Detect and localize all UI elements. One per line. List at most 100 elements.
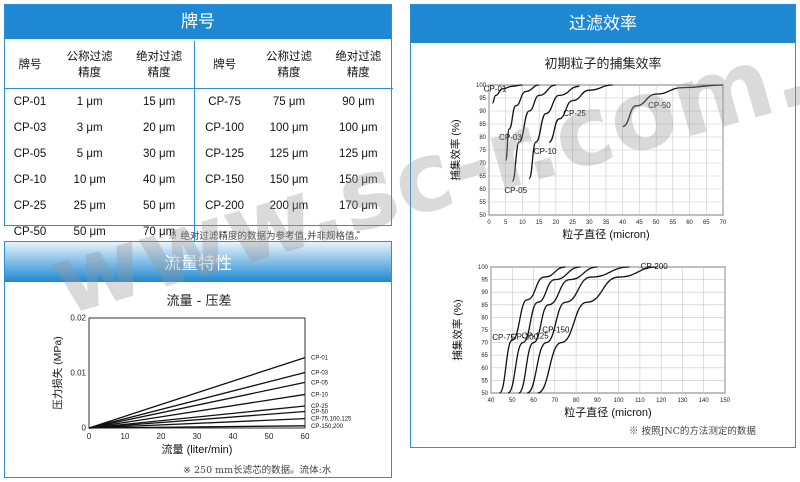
brand-table-cell: - — [287, 226, 291, 238]
brand-table-cell: CP-10 — [13, 174, 47, 186]
y-tick-label: 90 — [479, 109, 486, 115]
brand-table-cell: 125 μm — [269, 148, 309, 160]
efficiency-chart-title: 初期粒子的捕集效率 — [544, 57, 662, 72]
y-tick-label: 0.02 — [70, 314, 86, 323]
flow-chart-title: 流量 - 压差 — [166, 294, 232, 309]
y-tick-label: 55 — [481, 378, 488, 384]
brand-table-header: 牌号 公称过滤 精度 绝对过滤 精度 牌号 公称过滤 精度 绝对过滤 精度 — [5, 41, 393, 89]
series-line-cp-200 — [537, 266, 657, 394]
series-label: CP-01 — [484, 84, 507, 93]
series-label: CP-03 — [311, 370, 329, 376]
brand-table-cell: 3 μm — [76, 122, 103, 134]
y-tick-label: 65 — [479, 174, 486, 180]
brand-table-cell: 15 μm — [142, 96, 176, 108]
x-tick-label: 140 — [699, 398, 710, 404]
y-tick-label: 95 — [479, 96, 486, 102]
x-tick-label: 40 — [229, 432, 238, 441]
series-line-cp-150-200 — [88, 425, 306, 429]
brand-header-cell: 绝对过滤 精度 — [124, 41, 195, 89]
brand-table-row: CP-03 3 μm 20 μm CP-100 100 μm 100 μm — [5, 115, 393, 141]
y-tick-label: 60 — [481, 366, 488, 372]
y-tick-label: 50 — [479, 213, 486, 219]
x-tick-label: 130 — [677, 398, 688, 404]
brand-header-cell: 公称过滤 精度 — [54, 41, 125, 89]
brand-table-cell: 90 μm — [342, 96, 375, 108]
x-tick-label: 0 — [487, 220, 491, 226]
brand-header-cell: 牌号 — [5, 41, 55, 89]
brand-table-cell: CP-200 — [193, 193, 255, 219]
brand-table-cell: 125 μm — [339, 148, 378, 160]
x-tick-label: 10 — [121, 432, 130, 441]
brand-table-cell: CP-05 — [13, 148, 47, 160]
brand-table-cell: 30 μm — [142, 148, 176, 160]
efficiency-note: ※ 按照JNC的方法测定的数据 — [629, 426, 756, 437]
series-line-cp-125 — [518, 266, 598, 394]
flow-panel-title: 流量特性 — [5, 242, 391, 282]
series-line-cp-01 — [492, 84, 523, 104]
brand-note: ※ 绝对过滤精度的数据为参考值,并非规格值。 — [168, 231, 365, 242]
series-label: CP-150,200 — [311, 424, 344, 430]
brand-table-row: CP-10 10 μm 40 μm CP-150 150 μm 150 μm — [5, 167, 393, 193]
x-axis-label: 粒子直径 (micron) — [564, 405, 651, 419]
x-tick-label: 50 — [265, 432, 274, 441]
y-tick-label: 70 — [479, 161, 486, 167]
brand-table-row: CP-25 25 μm 50 μm CP-200 200 μm 170 μm — [5, 193, 393, 219]
y-tick-label: 75 — [481, 328, 488, 334]
efficiency-chart-small: 0 5 10 15 20 25 30 35 40 45 50 55 60 65 70 50 55 60 65 70 75… — [449, 83, 727, 241]
brand-table-cell: 200 μm — [269, 200, 309, 212]
series-line-cp-25 — [548, 84, 613, 143]
x-tick-label: 120 — [656, 398, 667, 404]
series-line-cp-75 — [498, 266, 566, 394]
brand-table-row: CP-50 50 μm 70 μm - - - — [5, 219, 393, 245]
brand-table-cell: - — [193, 219, 255, 245]
y-axis-label: 压力损失 (MPa) — [51, 336, 64, 410]
series-line-cp-100 — [507, 266, 581, 394]
x-tick-label: 20 — [157, 432, 166, 441]
y-axis-label: 捕集效率 (%) — [449, 119, 462, 180]
series-line-cp-25 — [88, 405, 306, 429]
brand-table-cell: 150 μm — [269, 174, 309, 186]
brand-table-cell: 100 μm — [339, 122, 378, 134]
brand-header-cell: 绝对过滤 精度 — [323, 41, 393, 89]
series-line-cp-75-100-125 — [88, 418, 306, 429]
x-tick-label: 70 — [720, 220, 727, 226]
brand-table-cell: 40 μm — [142, 174, 176, 186]
brand-table-cell: 75 μm — [272, 96, 306, 108]
brand-table-cell: 10 μm — [73, 174, 106, 186]
y-tick-label: 80 — [479, 135, 486, 141]
x-tick-label: 50 — [653, 220, 660, 226]
y-tick-label: 0 — [82, 424, 87, 433]
series-label: CP-75,100,125 — [311, 417, 352, 423]
y-tick-label: 55 — [479, 200, 486, 206]
brand-table-cell: CP-150 — [193, 167, 255, 193]
x-tick-label: 10 — [519, 220, 526, 226]
efficiency-panel-title: 过滤效率 — [411, 5, 795, 43]
brand-table-row: CP-01 1 μm 15 μm CP-75 75 μm 90 μm — [5, 88, 393, 115]
y-tick-label: 85 — [479, 122, 486, 128]
brand-table-cell: CP-100 — [193, 115, 255, 141]
brand-table-cell: 1 μm — [76, 96, 103, 108]
brand-panel: 牌号 牌号 公称过滤 精度 绝对过滤 精度 牌号 公称过滤 精度 绝对过滤 精度 CP-01 1 μ… — [4, 4, 393, 245]
brand-table-cell: 100 μm — [269, 122, 309, 134]
series-label: CP-05 — [504, 186, 527, 195]
brand-panel-title: 牌号 — [5, 5, 391, 39]
brand-table-cell: - — [356, 226, 361, 238]
series-line-cp-03 — [505, 84, 540, 162]
series-line-cp-05 — [511, 84, 556, 182]
brand-table-cell: 25 μm — [73, 200, 106, 212]
brand-table-cell: 50 μm — [73, 226, 106, 238]
flow-pressure-chart: 0 10 20 30 40 50 60 0 0.01 0.02 流量 (liter/min) 压力损失… — [51, 314, 352, 456]
brand-header-cell: 公称过滤 精度 — [254, 41, 324, 89]
x-tick-label: 0 — [87, 432, 92, 441]
series-label: CP-50 — [648, 101, 671, 110]
brand-table-cell: CP-01 — [13, 96, 47, 108]
series-line-cp-50 — [622, 84, 724, 128]
y-tick-label: 65 — [481, 353, 488, 359]
brand-table-cell: 50 μm — [142, 200, 176, 212]
efficiency-panel: 过滤效率 初期粒子的捕集效率 0 5 10 15 20 25 30 35 40 45 50 55 60 6… — [410, 4, 796, 448]
x-tick-label: 110 — [635, 398, 645, 404]
y-tick-label: 100 — [478, 265, 489, 271]
flow-note: ※ 250 mm长滤芯的数据。流体:水 — [183, 465, 332, 476]
x-tick-label: 80 — [573, 398, 580, 404]
brand-header-cell: 牌号 — [193, 41, 255, 89]
